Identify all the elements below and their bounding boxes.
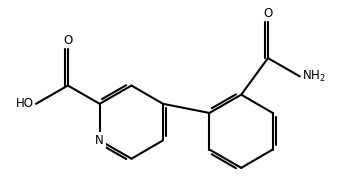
Text: HO: HO [16, 97, 34, 110]
Text: NH$_2$: NH$_2$ [301, 69, 325, 84]
Text: O: O [263, 7, 273, 20]
Text: O: O [63, 34, 72, 47]
Text: N: N [95, 134, 104, 147]
